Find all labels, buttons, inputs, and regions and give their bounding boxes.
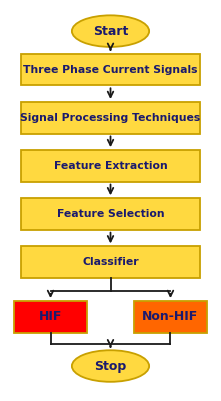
Text: HIF: HIF: [39, 310, 62, 323]
FancyBboxPatch shape: [21, 246, 200, 278]
Text: Signal Processing Techniques: Signal Processing Techniques: [20, 113, 201, 123]
Ellipse shape: [72, 15, 149, 47]
FancyBboxPatch shape: [21, 54, 200, 85]
Text: Classifier: Classifier: [82, 257, 139, 267]
Text: Non-HIF: Non-HIF: [142, 310, 199, 323]
FancyBboxPatch shape: [21, 198, 200, 230]
Text: Start: Start: [93, 24, 128, 38]
FancyBboxPatch shape: [21, 102, 200, 134]
FancyBboxPatch shape: [134, 301, 207, 332]
Text: Feature Extraction: Feature Extraction: [54, 161, 167, 171]
FancyBboxPatch shape: [14, 301, 87, 332]
Text: Feature Selection: Feature Selection: [57, 209, 164, 219]
Ellipse shape: [72, 350, 149, 382]
Text: Three Phase Current Signals: Three Phase Current Signals: [23, 65, 198, 75]
Text: Stop: Stop: [94, 360, 127, 373]
FancyBboxPatch shape: [21, 150, 200, 182]
